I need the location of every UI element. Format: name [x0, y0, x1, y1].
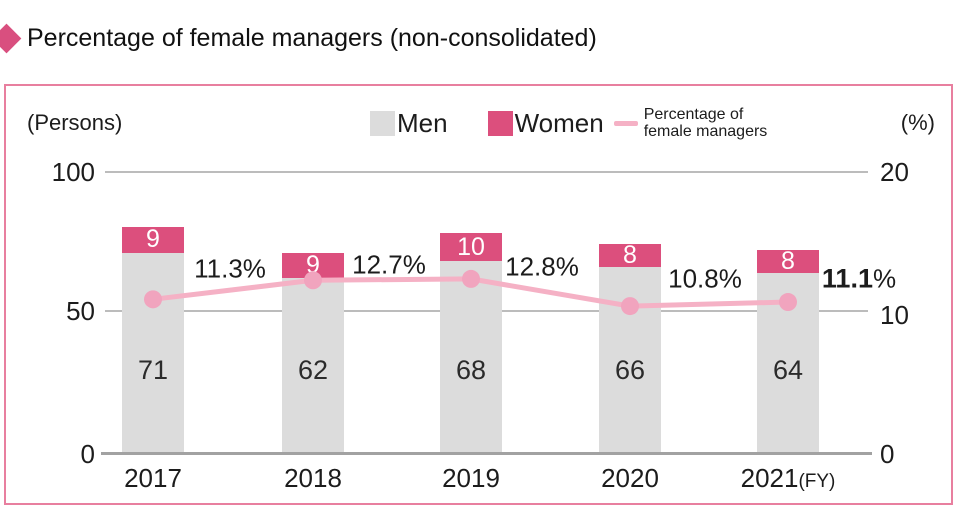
bar-women-2019: 10	[440, 233, 502, 262]
left-tick-50: 50	[66, 296, 95, 326]
pct-label-percent-sign: %	[872, 263, 897, 294]
bar-women-2017: 9	[122, 227, 184, 253]
pct-label-2017: 11.3%	[194, 253, 266, 284]
line-legend-label: Percentage of female managers	[644, 106, 768, 140]
gridline-top	[105, 171, 868, 173]
x-label-2020: 2020	[601, 463, 659, 493]
x-label-2017: 2017	[124, 463, 182, 493]
bar-women-2020: 8	[599, 243, 661, 268]
right-tick-10: 10	[880, 300, 909, 330]
line-legend-swatch	[613, 120, 638, 126]
bar-men-value-2021: 64	[772, 355, 804, 385]
women-legend-label: Women	[514, 107, 604, 138]
pct-label-2019: 12.8%	[505, 251, 579, 282]
legend: Men Women Percentage of female managers	[370, 106, 767, 140]
pct-label-number: 11.1	[821, 263, 873, 294]
bar-men-2017	[122, 252, 184, 453]
plot-area: (Persons) (%) Men Women Percentage of fe…	[6, 86, 951, 503]
bar-women-2018: 9	[282, 252, 344, 279]
pct-label-2018: 12.7%	[352, 249, 426, 280]
fy-suffix: (FY)	[798, 471, 836, 492]
left-tick-0: 0	[80, 439, 95, 469]
x-label-2019: 2019	[442, 463, 500, 493]
bar-men-value-2018: 62	[297, 355, 329, 385]
chart-box: (Persons) (%) Men Women Percentage of fe…	[4, 84, 953, 505]
bar-men-value-2017: 71	[137, 355, 169, 385]
line-legend-label-line1: Percentage of	[643, 106, 744, 123]
women-legend-swatch	[487, 110, 513, 136]
pct-label-2021: 11.1%	[822, 264, 896, 295]
right-tick-20: 20	[880, 157, 909, 187]
right-axis-unit: (%)	[900, 110, 935, 135]
page-title: Percentage of female managers (non-conso…	[27, 24, 597, 52]
x-label-2018: 2018	[284, 463, 342, 493]
bar-men-value-2019: 68	[455, 355, 487, 385]
line-legend-label-line2: female managers	[643, 123, 768, 140]
x-axis-baseline	[101, 452, 872, 455]
bar-men-value-2020: 66	[614, 355, 646, 385]
diamond-icon	[0, 23, 22, 54]
left-axis-unit: (Persons)	[27, 110, 123, 135]
bar-women-2021: 8	[757, 249, 819, 273]
men-legend-label: Men	[397, 107, 448, 138]
x-label-2021: 2021(FY)	[740, 463, 836, 493]
men-legend-swatch	[370, 110, 395, 136]
left-tick-100: 100	[51, 157, 95, 187]
pct-label-2020: 10.8%	[668, 263, 742, 294]
right-tick-0: 0	[880, 439, 895, 469]
